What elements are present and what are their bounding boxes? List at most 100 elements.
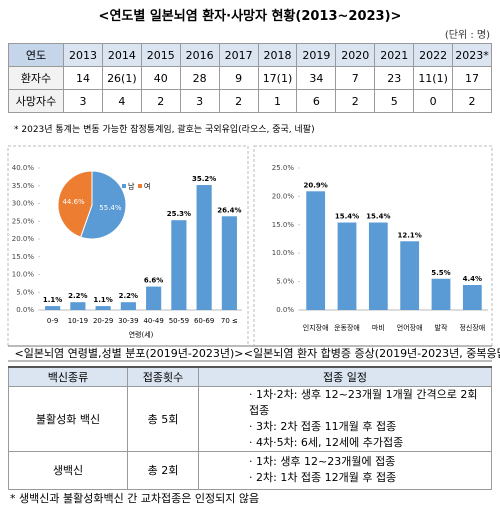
header-cell: 2023*	[452, 43, 492, 67]
cell: 17	[452, 66, 492, 90]
cell: 34	[296, 66, 337, 90]
value-label: 2.2%	[68, 292, 87, 300]
x-tick-label: 70 ≤	[221, 317, 238, 325]
table: 연도 2013 2014 2015 2016 2017 2018 2019 2020 2021 20…	[8, 43, 492, 113]
cell: 3	[63, 89, 103, 113]
y-tick-label: 10.0%	[272, 249, 295, 257]
header-cell: 2015	[140, 43, 181, 67]
value-label: 1.1%	[93, 296, 112, 304]
cell: 생백신	[8, 450, 128, 490]
value-label: 1.1%	[43, 296, 62, 304]
schedule-line: · 2차: 1차 접종 12개월 후 접종	[249, 471, 397, 484]
x-tick-label: 0-9	[47, 317, 58, 325]
header-row: 연도 2013 2014 2015 2016 2017 2018 2019 2020 2021 20…	[8, 43, 492, 67]
value-label: 6.6%	[144, 277, 163, 285]
y-tick-label: 20.0%	[12, 235, 35, 243]
bar	[337, 222, 357, 310]
y-tick-label: 40.0%	[12, 164, 35, 172]
cell: 1	[257, 89, 298, 113]
y-tick-label: 15.0%	[12, 253, 35, 261]
row: 사망자수 3 4 2 3 2 1 6 2 5 0 2	[8, 89, 492, 113]
header-cell: 2013	[63, 43, 103, 67]
header-cell: 2019	[296, 43, 337, 67]
value-label: 26.4%	[217, 206, 241, 214]
header-cell: 백신종류	[8, 366, 128, 387]
header-cell: 2014	[101, 43, 142, 67]
value-label: 35.2%	[192, 175, 216, 183]
row: 불활성화 백신 총 5회 · 1차·2차: 생후 12~23개월 1개월 간격으로 …	[8, 385, 492, 452]
y-tick-label: 10.0%	[12, 271, 35, 279]
cell: 6	[296, 89, 337, 113]
y-tick-label: 35.0%	[12, 182, 35, 190]
legend-label: 남	[128, 182, 135, 191]
y-tick-label: 0.0%	[276, 306, 294, 314]
bar	[306, 191, 326, 310]
header-cell: 접종 일정	[198, 366, 492, 387]
cell: 불활성화 백신	[8, 385, 128, 452]
bar	[462, 285, 482, 310]
x-tick-label: 40-49	[143, 317, 163, 325]
bar	[95, 306, 111, 310]
x-tick-label: 20-29	[93, 317, 113, 325]
cell: · 1차·2차: 생후 12~23개월 1개월 간격으로 2회 접종 · 3차: …	[198, 385, 492, 452]
cell: 28	[179, 66, 220, 90]
y-tick-label: 25.0%	[272, 164, 295, 172]
header-cell: 2018	[257, 43, 298, 67]
x-tick-label: 인지장애	[303, 323, 329, 332]
legend-swatch	[122, 184, 126, 188]
cell: 환자수	[8, 66, 64, 90]
value-label: 2.2%	[119, 292, 138, 300]
cell: 0	[413, 89, 454, 113]
header-cell: 2022	[413, 43, 454, 67]
cell: 26(1)	[101, 66, 142, 90]
x-tick-label: 운동장애	[334, 323, 360, 332]
value-label: 20.9%	[304, 181, 328, 189]
cell: 4	[101, 89, 142, 113]
value-label: 5.5%	[431, 269, 450, 277]
value-label: 55.4%	[99, 204, 122, 212]
bar	[120, 302, 136, 310]
schedule-line: · 3차: 2차 접종 11개월 후 접종	[249, 419, 397, 433]
schedule-line: · 1차·2차: 생후 12~23개월 1개월 간격으로 2회 접종	[249, 387, 478, 417]
x-tick-label: 마비	[372, 323, 385, 332]
schedule-line: · 1차: 생후 12~23개월에 접종	[249, 455, 396, 468]
value-label: 12.1%	[398, 231, 422, 239]
cell: 2	[335, 89, 376, 113]
header-cell: 2020	[335, 43, 376, 67]
cell: 총 5회	[127, 385, 199, 452]
cell: 23	[374, 66, 415, 90]
bar	[45, 306, 61, 310]
cell: 17(1)	[257, 66, 298, 90]
cell: 2	[218, 89, 259, 113]
caption: <일본뇌염 환자 합병증 증상(2019년-2023년, 중복응답)>	[244, 346, 500, 360]
cell: · 1차: 생후 12~23개월에 접종 · 2차: 1차 접종 12개월 후 접…	[198, 450, 492, 490]
cell: 5	[374, 89, 415, 113]
bar	[368, 222, 388, 310]
value-label: 15.4%	[335, 213, 359, 221]
x-tick-label: 10-19	[68, 317, 88, 325]
legend-label: 여	[144, 182, 150, 191]
bar	[146, 286, 162, 310]
bar	[400, 241, 420, 310]
x-tick-label: 언어장애	[397, 323, 423, 332]
y-tick-label: 5.0%	[276, 278, 294, 286]
x-tick-label: 발작	[435, 323, 448, 332]
bar	[431, 278, 451, 310]
footnote: * 2023년 통계는 변동 가능한 잠정통계임, 괄호는 국외유입(라오스, …	[14, 125, 315, 135]
cell: 7	[335, 66, 376, 90]
cell: 2	[452, 89, 492, 113]
value-label: 15.4%	[366, 213, 390, 221]
header-cell: 2021	[374, 43, 415, 67]
row: 환자수 14 26(1) 40 28 9 17(1) 34 7 23 11(1) 17	[8, 66, 492, 90]
y-tick-label: 25.0%	[12, 217, 35, 225]
legend-swatch	[138, 184, 142, 188]
value-label: 44.6%	[62, 198, 85, 206]
schedule-line: · 4차·5차: 6세, 12세에 추가접종	[249, 435, 404, 449]
footnote: * 생백신과 불활성화백신 간 교차접종은 인정되지 않음	[10, 492, 260, 505]
cell: 총 2회	[127, 450, 199, 490]
cell: 14	[63, 66, 103, 90]
header-cell: 2017	[218, 43, 259, 67]
unit: (단위 : 명)	[444, 30, 490, 41]
